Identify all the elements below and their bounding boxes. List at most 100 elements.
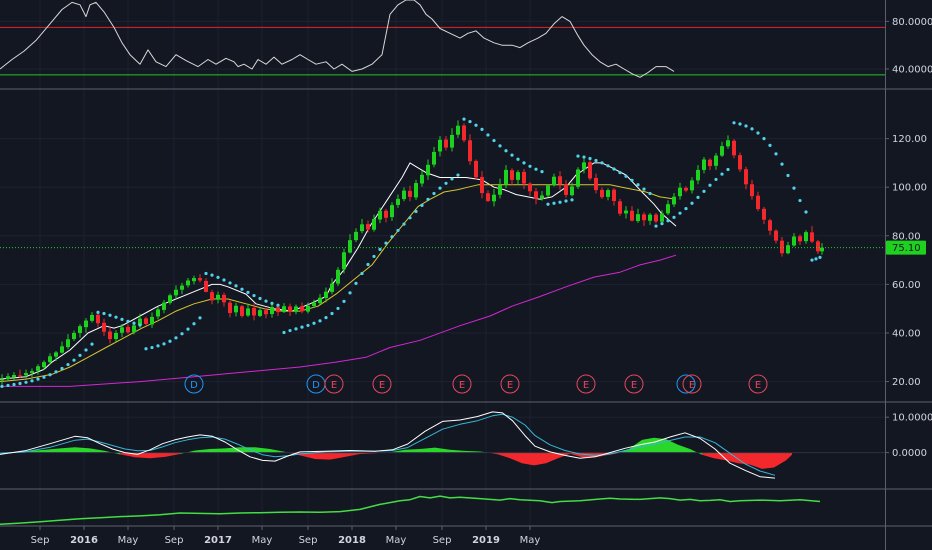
candle-body — [432, 151, 436, 165]
candle-body — [210, 292, 214, 301]
sar-dot — [240, 287, 244, 291]
sar-dot — [180, 332, 184, 336]
earnings-badge — [500, 374, 520, 394]
candle-body — [702, 159, 706, 170]
sar-dot — [90, 342, 94, 346]
macd-histogram-segment — [390, 449, 405, 453]
sar-dot — [636, 183, 640, 187]
macd-histogram-segment — [75, 447, 90, 453]
candle-body — [276, 307, 280, 313]
ma200-line — [0, 254, 677, 387]
earnings-badge — [748, 374, 768, 394]
candle-body — [150, 316, 154, 325]
candle-body — [522, 171, 526, 184]
candle-body — [90, 314, 94, 321]
candle-body — [252, 307, 256, 316]
sar-dot — [480, 127, 484, 131]
sar-dot — [642, 187, 646, 191]
x-tick-label: May — [386, 535, 407, 546]
time-scale[interactable]: Sep 2016 May Sep 2017 May Sep 2018 May Sep 2019 May — [31, 526, 541, 546]
sar-dot — [630, 178, 634, 182]
candle-body — [78, 326, 82, 333]
sar-dot — [594, 158, 598, 163]
sar-dot — [216, 275, 220, 279]
sar-dot — [818, 255, 822, 260]
sar-dot — [24, 380, 28, 384]
candle-body — [186, 280, 190, 286]
sar-dot — [750, 127, 754, 131]
sar-dot — [786, 173, 790, 178]
candle-body — [360, 224, 364, 232]
sar-dot — [210, 273, 214, 277]
sar-dot — [558, 200, 562, 204]
candle-body — [102, 322, 106, 332]
candle-body — [744, 169, 748, 185]
sar-dot — [498, 144, 502, 148]
x-tick-label: May — [118, 535, 139, 546]
candle-body — [54, 352, 58, 357]
candle-body — [138, 318, 142, 326]
y-tick-label: 80.00 — [892, 231, 921, 242]
y-tick-label: 80.0000 — [892, 17, 932, 28]
sar-dot — [534, 167, 538, 171]
macd-histogram-segment — [195, 449, 210, 453]
price-scale[interactable]: 80.0000 40.0000 120.00 100.00 80.00 60.00 40.0… — [885, 17, 932, 459]
candle-body — [246, 308, 250, 316]
sar-dot — [270, 301, 274, 305]
y-tick-label: 40.0000 — [892, 64, 932, 75]
sar-dot — [12, 382, 16, 387]
macd-histogram-segment — [90, 448, 105, 453]
sar-dot — [672, 215, 676, 219]
sar-dot — [288, 328, 292, 333]
sar-dot — [360, 271, 364, 276]
macd-histogram-segment — [510, 452, 522, 464]
candle-body — [576, 169, 580, 187]
sar-dot — [120, 317, 124, 321]
candle-body — [474, 160, 478, 178]
sar-dot — [528, 164, 532, 168]
candle-body — [264, 310, 268, 315]
sar-dot — [714, 177, 718, 182]
candle-body — [12, 375, 16, 378]
candle-body — [396, 198, 400, 205]
sar-dot — [150, 345, 154, 350]
volume-trend-panel — [0, 495, 821, 525]
sar-dot — [378, 247, 382, 251]
sar-dot — [30, 379, 34, 383]
candle-body — [804, 232, 808, 242]
candle-body — [750, 184, 754, 197]
sar-dot — [84, 348, 88, 352]
x-tick-label: May — [520, 535, 541, 546]
candle-body — [456, 125, 460, 135]
candle-body — [24, 373, 28, 376]
candle-body — [306, 305, 310, 312]
y-tick-label: 40.00 — [892, 328, 921, 339]
candle-body — [762, 208, 766, 220]
sar-dot — [372, 254, 376, 259]
candle-body — [348, 240, 352, 253]
macd-line — [0, 411, 776, 479]
candle-body — [450, 134, 454, 148]
x-tick-label: Sep — [165, 535, 184, 546]
sar-dot — [702, 189, 706, 193]
sar-dot — [228, 281, 232, 285]
sar-dot — [654, 224, 658, 228]
sar-dot — [456, 173, 460, 177]
sar-dot — [666, 219, 670, 223]
earnings-badge-label: E — [507, 380, 513, 391]
sar-dot — [102, 311, 106, 316]
candle-body — [468, 140, 472, 162]
sar-dot — [798, 198, 802, 203]
macd-histogram-segment — [315, 452, 330, 460]
earnings-badge-label: E — [379, 380, 385, 391]
sar-dot — [708, 183, 712, 187]
macd-histogram-segment — [750, 452, 762, 469]
x-tick-label: 2017 — [204, 535, 232, 546]
sar-dot — [720, 172, 724, 176]
candle-body — [174, 289, 178, 296]
x-tick-label: 2019 — [472, 535, 500, 546]
grid — [39, 0, 531, 526]
candle-body — [66, 339, 70, 348]
